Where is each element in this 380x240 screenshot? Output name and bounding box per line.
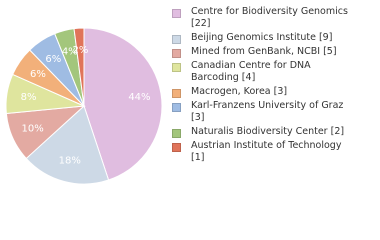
- legend: Centre for Biodiversity Genomics [22] Bei…: [172, 6, 372, 166]
- legend-label: Macrogen, Korea [3]: [191, 86, 288, 97]
- slice-label: 6%: [30, 69, 46, 80]
- legend-swatch: [172, 63, 181, 72]
- legend-item: Macrogen, Korea [3]: [172, 86, 372, 98]
- legend-label: Karl-Franzens University of Graz [3]: [191, 100, 344, 123]
- legend-item: Karl-Franzens University of Graz [3]: [172, 100, 372, 124]
- slice-label: 18%: [59, 155, 81, 166]
- legend-item: Beijing Genomics Institute [9]: [172, 32, 372, 44]
- slice: [83, 27, 163, 181]
- legend-item: Austrian Institute of Technology [1]: [172, 140, 372, 164]
- slice-label: 6%: [45, 54, 61, 65]
- legend-item: Naturalis Biodiversity Center [2]: [172, 126, 372, 138]
- slice-label: 44%: [128, 92, 150, 103]
- slice-label: 10%: [22, 124, 44, 135]
- legend-swatch: [172, 143, 181, 152]
- slice: [73, 27, 85, 107]
- slice-label: 2%: [72, 45, 88, 56]
- legend-label: Beijing Genomics Institute [9]: [191, 32, 333, 43]
- legend-item: Canadian Centre for DNA Barcoding [4]: [172, 60, 372, 84]
- legend-item: Mined from GenBank, NCBI [5]: [172, 46, 372, 58]
- legend-swatch: [172, 9, 181, 18]
- legend-swatch: [172, 103, 181, 112]
- slice-label: 8%: [21, 92, 37, 103]
- legend-swatch: [172, 35, 181, 44]
- legend-label: Centre for Biodiversity Genomics [22]: [191, 6, 348, 29]
- slice: [25, 105, 110, 185]
- legend-label: Canadian Centre for DNA Barcoding [4]: [191, 60, 311, 83]
- slice-label: 4%: [62, 47, 78, 58]
- legend-label: Naturalis Biodiversity Center [2]: [191, 126, 345, 137]
- legend-label: Mined from GenBank, NCBI [5]: [191, 46, 337, 57]
- legend-label: Austrian Institute of Technology [1]: [191, 140, 342, 163]
- legend-swatch: [172, 129, 181, 138]
- legend-item: Centre for Biodiversity Genomics [22]: [172, 6, 372, 30]
- legend-swatch: [172, 49, 181, 58]
- slice-labels: 44%18%10%8%6%6%4%2%: [21, 45, 151, 166]
- legend-swatch: [172, 89, 181, 98]
- slices: [5, 27, 163, 185]
- pie-chart: 44%18%10%8%6%6%4%2%: [5, 27, 163, 185]
